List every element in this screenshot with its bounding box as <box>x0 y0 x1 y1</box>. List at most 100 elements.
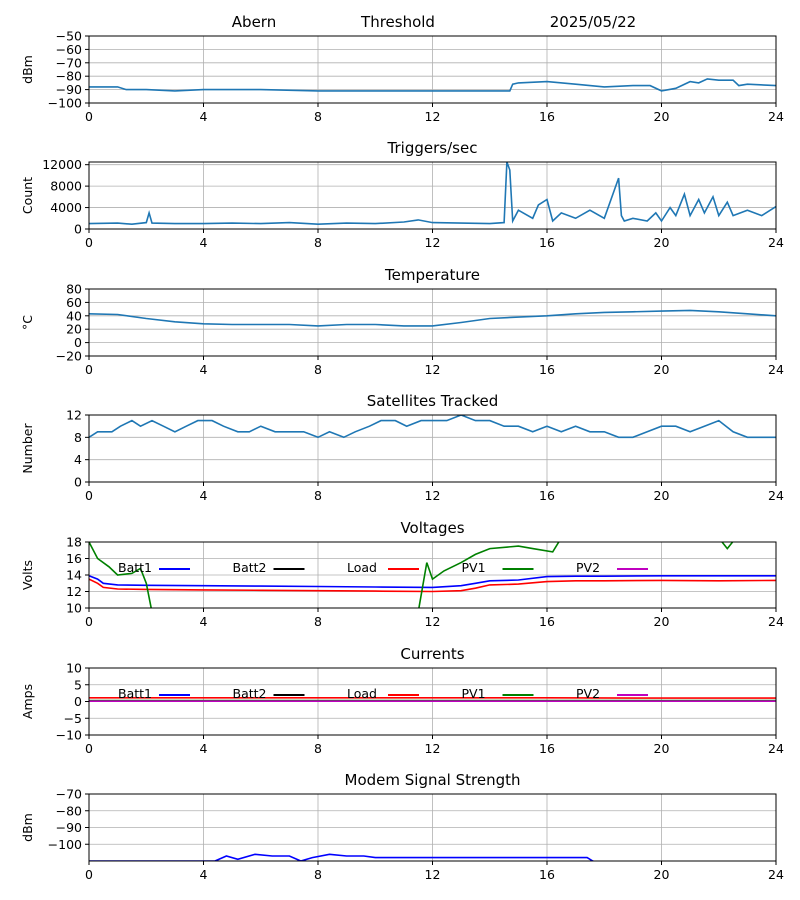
series-line-threshold <box>89 78 776 92</box>
series-line-temperature <box>89 309 776 327</box>
y-tick-label: −100 <box>48 837 82 852</box>
x-tick-label: 8 <box>314 867 322 882</box>
x-tick-label: 4 <box>200 741 208 756</box>
x-tick-label: 24 <box>768 362 784 377</box>
y-tick-label: −10 <box>56 728 82 743</box>
y-tick-label: 10 <box>66 661 82 676</box>
x-tick-label: 0 <box>85 488 93 503</box>
y-tick-label: −70 <box>56 787 82 802</box>
x-tick-label: 0 <box>85 362 93 377</box>
legend-label: PV2 <box>576 686 600 701</box>
x-tick-label: 24 <box>768 741 784 756</box>
y-tick-label: 12000 <box>42 157 82 172</box>
y-tick-label: 80 <box>66 282 82 297</box>
x-tick-label: 8 <box>314 109 322 124</box>
legend-label: Load <box>347 560 377 575</box>
y-axis-label: dBm <box>20 55 35 84</box>
x-tick-label: 24 <box>768 488 784 503</box>
x-tick-label: 12 <box>425 867 441 882</box>
x-tick-label: 24 <box>768 614 784 629</box>
header-mode: Threshold <box>360 13 435 31</box>
x-tick-label: 12 <box>425 362 441 377</box>
y-tick-label: −100 <box>48 96 82 111</box>
legend-label: PV1 <box>462 560 486 575</box>
y-axis-label: Count <box>20 177 35 214</box>
x-tick-label: 0 <box>85 614 93 629</box>
chart-title: Currents <box>400 645 464 663</box>
x-tick-label: 8 <box>314 614 322 629</box>
legend-label: PV2 <box>576 560 600 575</box>
x-tick-label: 8 <box>314 235 322 250</box>
series-line-modem <box>89 853 596 861</box>
y-tick-label: −5 <box>64 711 82 726</box>
y-tick-label: −20 <box>56 349 82 364</box>
y-tick-label: 4000 <box>50 200 82 215</box>
x-tick-label: 8 <box>314 741 322 756</box>
x-tick-label: 16 <box>539 614 555 629</box>
y-tick-label: 8000 <box>50 179 82 194</box>
chart-title: Modem Signal Strength <box>345 771 521 789</box>
y-tick-label: 12 <box>66 408 82 423</box>
x-tick-label: 0 <box>85 235 93 250</box>
x-tick-label: 12 <box>425 741 441 756</box>
y-tick-label: −60 <box>56 42 82 57</box>
chart-panel-threshold: 0 4 8 12 16 20 24 −100−90−80−70−60−50 dBm <box>20 29 784 125</box>
chart-panel-satellites: 0 4 8 12 16 20 24 0 4 8 12 Satellites Tracked Number <box>20 392 784 503</box>
series-line-batt1 <box>89 574 776 589</box>
x-tick-label: 12 <box>425 235 441 250</box>
y-tick-label: 18 <box>66 535 82 550</box>
x-tick-label: 20 <box>654 867 670 882</box>
y-tick-label: 0 <box>74 222 82 237</box>
x-tick-label: 4 <box>200 109 208 124</box>
x-tick-label: 12 <box>425 614 441 629</box>
series-line-pv1 <box>89 542 734 608</box>
x-tick-label: 16 <box>539 362 555 377</box>
x-tick-label: 16 <box>539 867 555 882</box>
y-tick-label: 14 <box>66 568 82 583</box>
x-tick-label: 0 <box>85 741 93 756</box>
chart-title: Temperature <box>384 266 480 284</box>
x-tick-label: 16 <box>539 235 555 250</box>
x-tick-label: 12 <box>425 488 441 503</box>
x-tick-label: 20 <box>654 362 670 377</box>
legend-label: Load <box>347 686 377 701</box>
x-tick-label: 16 <box>539 741 555 756</box>
y-tick-label: 5 <box>74 677 82 692</box>
y-tick-label: 0 <box>74 335 82 350</box>
x-tick-label: 0 <box>85 867 93 882</box>
x-tick-label: 20 <box>654 614 670 629</box>
y-tick-label: 10 <box>66 601 82 616</box>
x-tick-label: 24 <box>768 235 784 250</box>
x-tick-label: 0 <box>85 109 93 124</box>
y-axis-label: Number <box>20 423 35 474</box>
series-line-satellites <box>89 415 776 439</box>
y-axis-label: Volts <box>20 560 35 590</box>
y-tick-label: −70 <box>56 55 82 70</box>
y-tick-label: 0 <box>74 694 82 709</box>
x-tick-label: 20 <box>654 109 670 124</box>
y-axis-label: °C <box>20 315 35 330</box>
series-line-triggers <box>89 162 776 226</box>
chart-title: Triggers/sec <box>387 139 478 157</box>
chart-title: Satellites Tracked <box>367 392 498 410</box>
legend-label: Batt2 <box>233 560 267 575</box>
legend-label: PV1 <box>462 686 486 701</box>
series-line-load <box>89 578 776 593</box>
x-tick-label: 20 <box>654 488 670 503</box>
x-tick-label: 4 <box>200 867 208 882</box>
y-tick-label: −80 <box>56 69 82 84</box>
y-tick-label: 20 <box>66 322 82 337</box>
y-tick-label: 4 <box>74 452 82 467</box>
chart-title: Voltages <box>400 519 464 537</box>
x-tick-label: 8 <box>314 362 322 377</box>
x-tick-label: 4 <box>200 235 208 250</box>
legend-label: Batt1 <box>118 560 152 575</box>
x-tick-label: 20 <box>654 741 670 756</box>
legend-label: Batt2 <box>233 686 267 701</box>
y-tick-label: 0 <box>74 475 82 490</box>
y-tick-label: 40 <box>66 308 82 323</box>
